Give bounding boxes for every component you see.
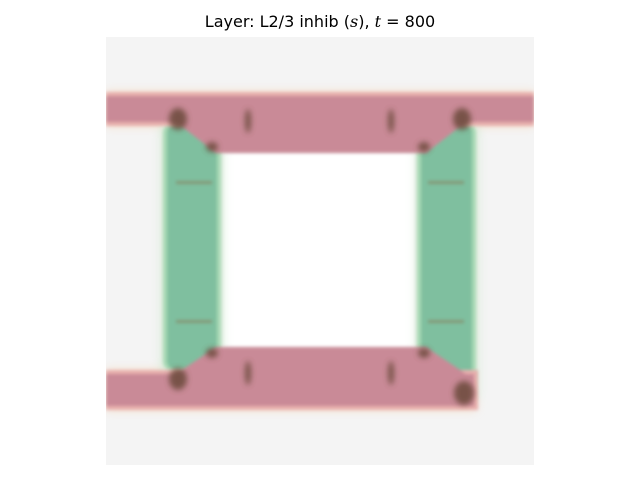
figure-title: Layer: L2/3 inhib (s), t = 800 — [204, 12, 436, 31]
junction-marks — [169, 108, 474, 405]
activity-map-image — [106, 37, 534, 465]
band-stripes — [176, 181, 464, 323]
vertical-band-left — [163, 123, 221, 371]
inner-region — [224, 153, 414, 347]
activity-heatmap — [106, 37, 534, 465]
